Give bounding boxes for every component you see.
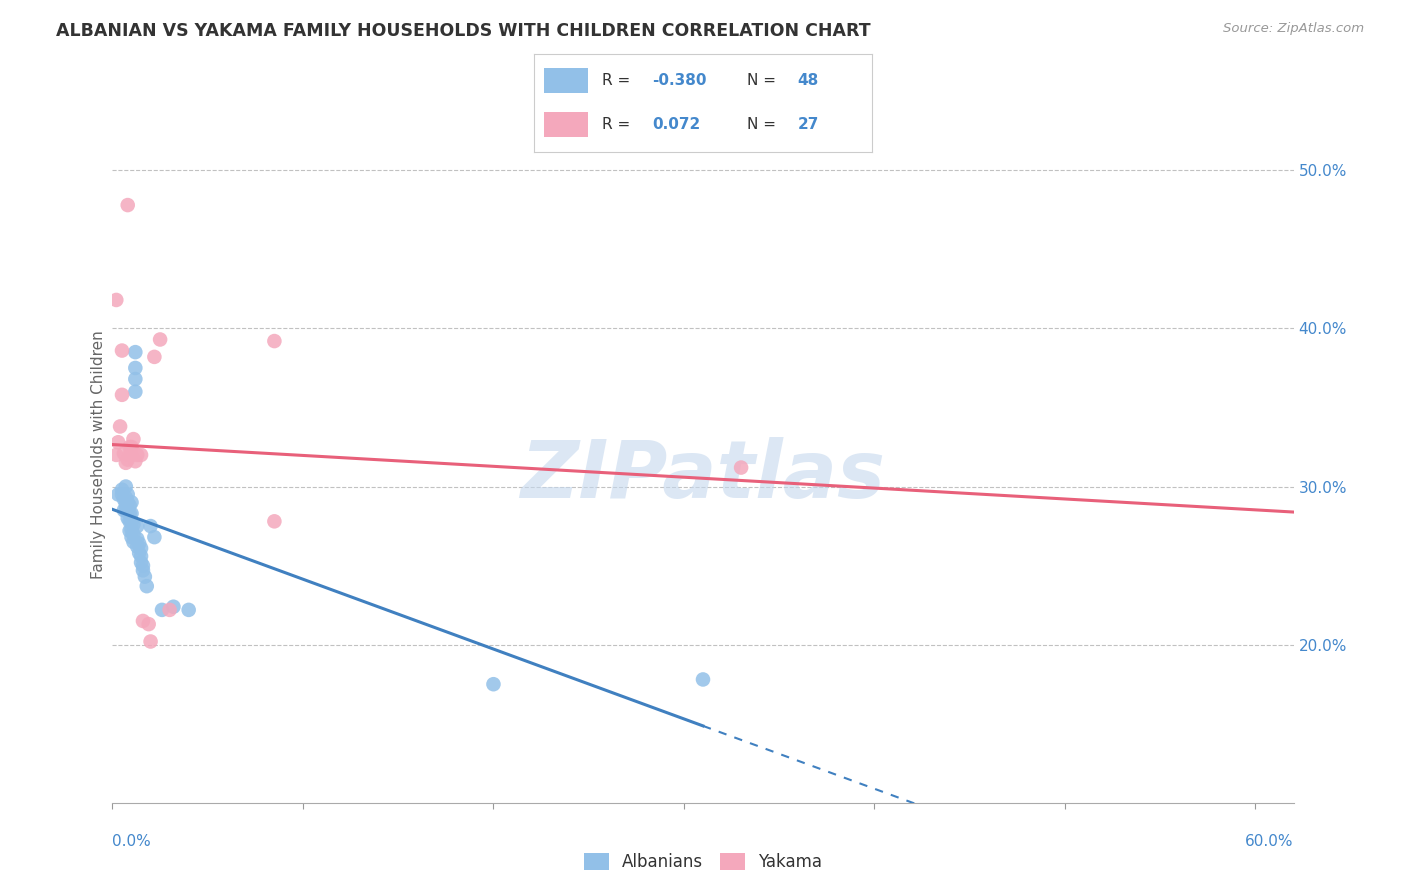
Point — [117, 198, 139, 212]
Point — [124, 361, 146, 376]
Point — [118, 507, 141, 521]
Point — [132, 563, 155, 577]
Text: N =: N = — [747, 73, 780, 88]
Point — [129, 556, 152, 570]
Point — [108, 419, 131, 434]
Point — [692, 673, 714, 687]
Text: ALBANIAN VS YAKAMA FAMILY HOUSEHOLDS WITH CHILDREN CORRELATION CHART: ALBANIAN VS YAKAMA FAMILY HOUSEHOLDS WIT… — [56, 22, 870, 40]
Point — [111, 487, 134, 501]
Point — [128, 536, 150, 550]
Point — [124, 384, 146, 399]
Point — [482, 677, 505, 691]
Point — [122, 432, 145, 446]
Point — [117, 503, 139, 517]
Point — [177, 603, 200, 617]
Text: N =: N = — [747, 117, 780, 132]
Text: 48: 48 — [797, 73, 818, 88]
Point — [121, 448, 143, 462]
Point — [124, 372, 146, 386]
Point — [138, 617, 160, 632]
Point — [112, 503, 135, 517]
Point — [105, 293, 128, 307]
Point — [263, 514, 285, 528]
Point — [118, 524, 141, 538]
Point — [149, 333, 172, 347]
Point — [107, 487, 129, 501]
Point — [114, 491, 136, 505]
Point — [121, 522, 143, 536]
Point — [129, 541, 152, 556]
Point — [114, 497, 136, 511]
Point — [127, 519, 149, 533]
Point — [114, 503, 136, 517]
FancyBboxPatch shape — [544, 112, 588, 137]
Point — [263, 334, 285, 348]
Point — [129, 448, 152, 462]
Point — [121, 507, 143, 521]
Text: 0.0%: 0.0% — [112, 834, 152, 849]
Point — [122, 517, 145, 532]
Point — [150, 603, 173, 617]
Point — [128, 546, 150, 560]
Point — [121, 495, 143, 509]
Point — [127, 532, 149, 546]
Point — [111, 483, 134, 497]
Point — [112, 446, 135, 460]
Point — [118, 514, 141, 528]
Point — [124, 454, 146, 468]
FancyBboxPatch shape — [544, 69, 588, 93]
Text: R =: R = — [602, 117, 636, 132]
Point — [114, 479, 136, 493]
Point — [105, 448, 128, 462]
Point — [124, 345, 146, 359]
Text: 0.072: 0.072 — [652, 117, 700, 132]
Point — [143, 350, 166, 364]
Point — [132, 558, 155, 573]
Point — [159, 603, 181, 617]
Point — [129, 549, 152, 563]
Point — [132, 614, 155, 628]
Text: ZIPatlas: ZIPatlas — [520, 437, 886, 515]
Point — [107, 435, 129, 450]
Point — [114, 456, 136, 470]
Point — [134, 570, 156, 584]
Point — [730, 460, 752, 475]
Point — [118, 440, 141, 454]
Point — [122, 527, 145, 541]
Legend: Albanians, Yakama: Albanians, Yakama — [576, 847, 830, 878]
Point — [139, 634, 162, 648]
Text: 27: 27 — [797, 117, 818, 132]
Text: -0.380: -0.380 — [652, 73, 707, 88]
Point — [117, 487, 139, 501]
Point — [112, 492, 135, 507]
Point — [117, 452, 139, 467]
Point — [162, 599, 184, 614]
Point — [121, 530, 143, 544]
Text: R =: R = — [602, 73, 636, 88]
Point — [122, 535, 145, 549]
Point — [117, 511, 139, 525]
Point — [111, 388, 134, 402]
Point — [121, 440, 143, 454]
Point — [127, 540, 149, 554]
Point — [135, 579, 157, 593]
Point — [127, 448, 149, 462]
Text: 60.0%: 60.0% — [1246, 834, 1294, 849]
Point — [139, 519, 162, 533]
Point — [118, 499, 141, 513]
Text: Source: ZipAtlas.com: Source: ZipAtlas.com — [1223, 22, 1364, 36]
Point — [111, 343, 134, 358]
Point — [143, 530, 166, 544]
Point — [118, 448, 141, 462]
Point — [121, 514, 143, 528]
Point — [117, 495, 139, 509]
Y-axis label: Family Households with Children: Family Households with Children — [91, 331, 105, 579]
